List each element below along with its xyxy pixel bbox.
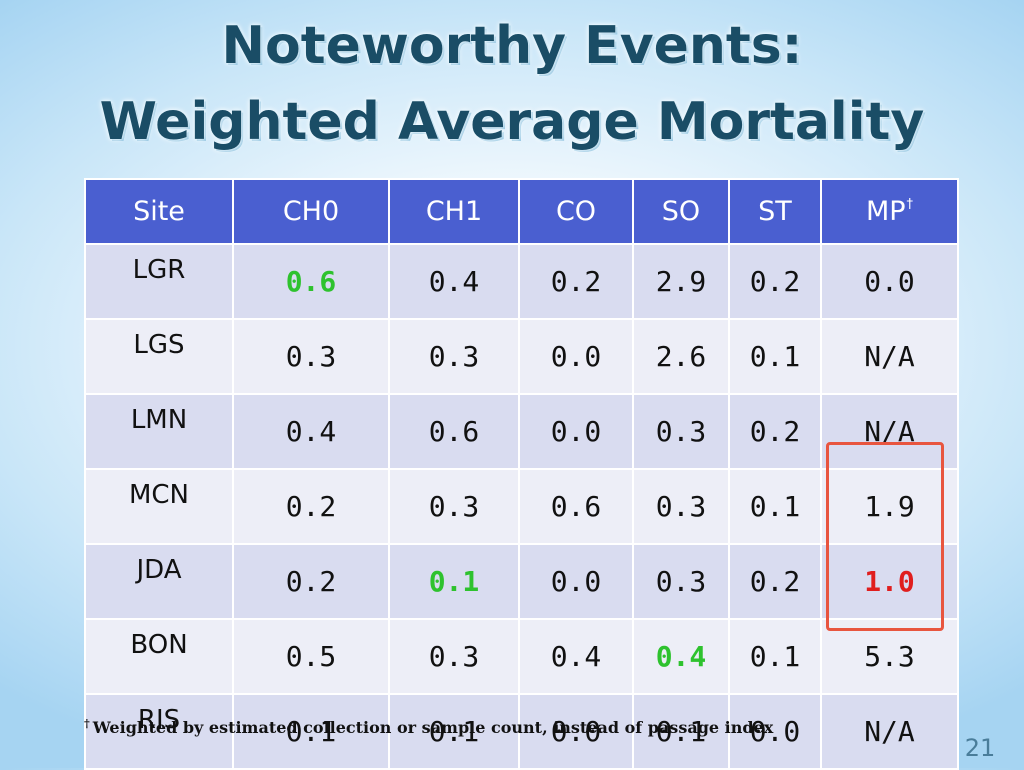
value-cell: 0.2 (728, 243, 822, 320)
site-cell: BON (84, 618, 234, 695)
value-cell: 0.4 (632, 618, 730, 695)
table-row: JDA 0.2 0.1 0.0 0.3 0.2 1.0 (84, 543, 959, 620)
header-so: SO (632, 178, 730, 245)
value-cell: 0.1 (388, 543, 520, 620)
value-cell: 2.6 (632, 318, 730, 395)
value-cell: 0.2 (232, 468, 390, 545)
value-cell: 0.4 (232, 393, 390, 470)
value-cell: 1.9 (820, 468, 959, 545)
value-cell: 0.0 (518, 393, 634, 470)
value-cell: 0.0 (518, 543, 634, 620)
value-cell: 0.3 (232, 318, 390, 395)
value-cell: 0.0 (728, 693, 822, 770)
value-cell: 5.3 (820, 618, 959, 695)
site-cell: LMN (84, 393, 234, 470)
header-site: Site (84, 178, 234, 245)
site-cell: RIS (84, 693, 234, 770)
value-cell: 1.0 (820, 543, 959, 620)
value-cell: 0.0 (820, 243, 959, 320)
value-cell: 0.3 (388, 468, 520, 545)
value-cell: 0.3 (632, 468, 730, 545)
site-cell: JDA (84, 543, 234, 620)
value-cell: 0.2 (518, 243, 634, 320)
slide-title-line-2: Weighted Average Mortality (99, 92, 925, 152)
table-row: BON 0.5 0.3 0.4 0.4 0.1 5.3 (84, 618, 959, 695)
value-cell: 0.2 (728, 543, 822, 620)
value-cell: 0.0 (518, 693, 634, 770)
value-cell: 0.3 (388, 618, 520, 695)
footnote-dagger: † (84, 717, 90, 730)
value-cell: 0.3 (632, 543, 730, 620)
value-cell: 0.0 (518, 318, 634, 395)
value-cell: 2.9 (632, 243, 730, 320)
footnote: † Weighted by estimated collection or sam… (84, 717, 904, 737)
footnote-text: Weighted by estimated collection or samp… (92, 718, 774, 737)
value-cell: 0.2 (728, 393, 822, 470)
table-row: LGR 0.6 0.4 0.2 2.9 0.2 0.0 (84, 243, 959, 320)
site-cell: MCN (84, 468, 234, 545)
footnote-mark: † (906, 197, 914, 212)
table-header-row: Site CH0 CH1 CO SO ST MP† (84, 178, 959, 245)
header-st: ST (728, 178, 822, 245)
value-cell: 0.4 (388, 243, 520, 320)
header-ch1: CH1 (388, 178, 520, 245)
value-cell: N/A (820, 693, 959, 770)
value-cell: 0.2 (232, 543, 390, 620)
value-cell: 0.1 (632, 693, 730, 770)
value-cell: 0.1 (232, 693, 390, 770)
value-cell: 0.6 (518, 468, 634, 545)
slide-title-line-1: Noteworthy Events: (221, 16, 803, 76)
value-cell: N/A (820, 318, 959, 395)
value-cell: 0.1 (728, 468, 822, 545)
value-cell: 0.1 (728, 318, 822, 395)
value-cell: 0.6 (232, 243, 390, 320)
value-cell: N/A (820, 393, 959, 470)
value-cell: 0.6 (388, 393, 520, 470)
value-cell: 0.3 (388, 318, 520, 395)
header-mp-label: MP (865, 196, 906, 227)
value-cell: 0.1 (728, 618, 822, 695)
table-row: MCN 0.2 0.3 0.6 0.3 0.1 1.9 (84, 468, 959, 545)
value-cell: 0.4 (518, 618, 634, 695)
value-cell: 0.5 (232, 618, 390, 695)
site-cell: LGR (84, 243, 234, 320)
header-ch0: CH0 (232, 178, 390, 245)
page-number: 21 (964, 734, 996, 762)
header-mp: MP† (820, 178, 959, 245)
table-row: LGS 0.3 0.3 0.0 2.6 0.1 N/A (84, 318, 959, 395)
value-cell: 0.3 (632, 393, 730, 470)
header-co: CO (518, 178, 634, 245)
table-row: LMN 0.4 0.6 0.0 0.3 0.2 N/A (84, 393, 959, 470)
site-cell: LGS (84, 318, 234, 395)
mortality-table: Site CH0 CH1 CO SO ST MP† LGR 0.6 0.4 0.… (84, 178, 959, 770)
table-row: RIS 0.1 0.1 0.0 0.1 0.0 N/A (84, 693, 959, 770)
